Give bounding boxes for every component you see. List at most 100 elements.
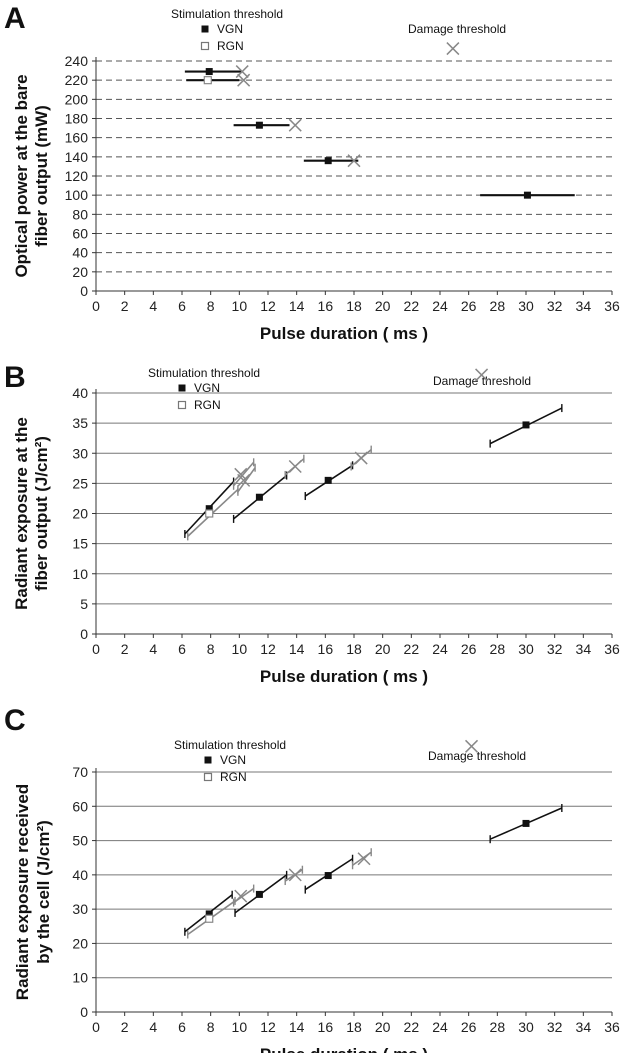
x-tick-label: 20	[375, 641, 391, 657]
chart-panel-c: 0 2 4 6 8 10 12 14 16 18 20 22 24 26 28 30 32 34 360102030…	[4, 704, 620, 1053]
series-vgn	[184, 804, 563, 936]
x-tick-label: 14	[289, 641, 305, 657]
legend-marker-rgn	[177, 400, 187, 410]
x-tick-label: 18	[346, 1019, 362, 1035]
chart-panel-a: 0 2 4 6 8 10 12 14 16 18 20 22 24 26 28 30 32 34 360204060…	[4, 2, 620, 343]
y-axis-title: Radiant exposure received	[13, 784, 32, 1000]
y-tick-label: 10	[72, 566, 88, 582]
series-vgn	[184, 404, 563, 538]
y-tick-label: 60	[72, 226, 88, 242]
x-tick-label: 18	[346, 298, 362, 314]
legend-marker-vgn	[201, 25, 209, 33]
x-tick-label: 2	[121, 298, 129, 314]
range-segment	[284, 869, 303, 882]
legend-marker-vgn	[178, 384, 186, 392]
range-segment	[352, 851, 372, 866]
legend-title: Stimulation threshold	[171, 7, 283, 21]
y-tick-label: 40	[72, 867, 88, 883]
x-tick-label: 30	[518, 1019, 534, 1035]
x-tick-label: 32	[547, 641, 563, 657]
x-tick-label: 16	[318, 641, 334, 657]
legend-label-rgn: RGN	[220, 770, 247, 784]
series-damage-threshold	[235, 42, 460, 168]
y-tick-label: 30	[72, 445, 88, 461]
damage-threshold-annotation: Damage threshold	[428, 749, 526, 763]
x-tick-label: 0	[92, 641, 100, 657]
x-tick-label: 30	[518, 641, 534, 657]
x-tick-label: 26	[461, 641, 477, 657]
series-rgn	[187, 485, 239, 541]
y-tick-label: 30	[72, 901, 88, 917]
range-segment	[232, 461, 255, 487]
legend-title: Stimulation threshold	[148, 366, 260, 380]
x-axis-title: Pulse duration ( ms )	[260, 1045, 428, 1053]
y-tick-label: 40	[72, 385, 88, 401]
x-axis-title: Pulse duration ( ms )	[260, 324, 428, 343]
x-tick-label: 22	[404, 1019, 420, 1035]
y-tick-label: 20	[72, 506, 88, 522]
data-point	[205, 914, 214, 923]
y-tick-label: 0	[80, 626, 88, 642]
y-tick-label: 0	[80, 283, 88, 299]
data-point	[522, 819, 530, 827]
x-tick-label: 10	[232, 1019, 248, 1035]
data-point	[523, 191, 531, 199]
x-tick-label: 6	[178, 298, 186, 314]
data-point	[465, 739, 479, 753]
x-tick-label: 12	[260, 1019, 276, 1035]
y-tick-label: 70	[72, 764, 88, 780]
x-tick-label: 2	[121, 1019, 129, 1035]
y-tick-label: 60	[72, 798, 88, 814]
y-tick-label: 25	[72, 475, 88, 491]
x-tick-label: 24	[432, 1019, 448, 1035]
y-tick-label: 180	[65, 111, 89, 127]
x-tick-label: 6	[178, 641, 186, 657]
x-tick-label: 14	[289, 298, 305, 314]
data-point	[237, 473, 251, 487]
x-tick-label: 24	[432, 298, 448, 314]
y-tick-label: 80	[72, 206, 88, 222]
data-point	[255, 493, 263, 501]
x-tick-label: 30	[518, 298, 534, 314]
y-axis-title: fiber output (mW)	[32, 105, 51, 247]
x-tick-label: 34	[576, 298, 592, 314]
panel-letter: B	[4, 361, 26, 394]
y-axis-title: Radiant exposure at the	[12, 417, 31, 610]
x-tick-label: 28	[490, 1019, 506, 1035]
y-tick-label: 35	[72, 415, 88, 431]
x-tick-label: 32	[547, 298, 563, 314]
range-segment	[284, 458, 305, 476]
x-tick-label: 12	[260, 641, 276, 657]
x-tick-label: 36	[604, 1019, 620, 1035]
data-point	[324, 872, 332, 880]
x-tick-label: 0	[92, 298, 100, 314]
data-point	[205, 68, 213, 76]
series-rgn	[186, 76, 240, 85]
series-damage-segments	[232, 848, 372, 907]
x-tick-label: 34	[576, 1019, 592, 1035]
x-tick-label: 8	[207, 641, 215, 657]
series-vgn	[184, 68, 575, 199]
x-tick-label: 28	[490, 298, 506, 314]
x-tick-label: 26	[461, 298, 477, 314]
y-tick-label: 40	[72, 245, 88, 261]
range-segment	[237, 467, 256, 493]
y-tick-label: 20	[72, 935, 88, 951]
range-segment	[233, 887, 255, 904]
x-axis-title: Pulse duration ( ms )	[260, 667, 428, 686]
x-tick-label: 8	[207, 1019, 215, 1035]
data-point	[347, 154, 361, 168]
x-tick-label: 10	[232, 641, 248, 657]
data-point	[475, 368, 489, 382]
series-rgn	[187, 896, 236, 939]
data-point	[205, 509, 214, 518]
x-tick-label: 16	[318, 298, 334, 314]
data-point	[324, 157, 332, 165]
data-point	[288, 118, 302, 132]
legend-title: Stimulation threshold	[174, 738, 286, 752]
x-tick-label: 34	[576, 641, 592, 657]
x-tick-label: 2	[121, 641, 129, 657]
x-tick-label: 36	[604, 641, 620, 657]
